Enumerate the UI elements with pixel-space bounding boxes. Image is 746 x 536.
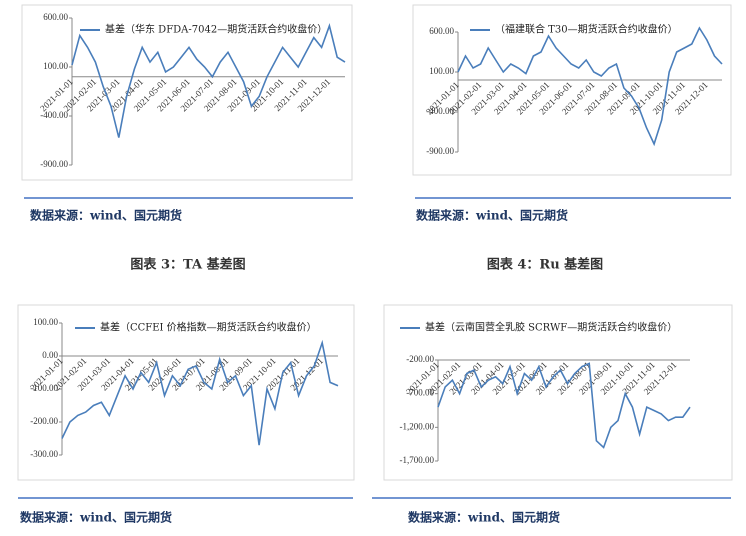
y-tick-label: -1,700.00	[400, 455, 435, 465]
series-line	[71, 23, 346, 138]
source: 数据来源：wind、国元期货	[20, 510, 172, 525]
y-tick-label: 0.00	[42, 350, 58, 360]
y-tick-label: 600.00	[43, 12, 68, 22]
chart-frame	[412, 4, 732, 176]
y-tick-label: -700.00	[406, 388, 434, 398]
legend-label: 基差（华东 DFDA-7042—期货活跃合约收盘价）	[105, 23, 327, 36]
y-tick-label: -300.00	[30, 449, 58, 459]
chart-frame	[383, 304, 733, 481]
y-tick-label: 600.00	[429, 26, 454, 36]
legend-label: （福建联合 T30—期货活跃合约收盘价）	[495, 23, 678, 36]
y-tick-label: -900.00	[426, 146, 454, 156]
source: 数据来源：wind、国元期货	[416, 208, 568, 223]
y-tick-label: 100.00	[33, 317, 58, 327]
figure-title: 图表 3：TA 基差图	[130, 257, 245, 273]
legend-label: 基差（CCFEI 价格指数—期货活跃合约收盘价）	[100, 321, 317, 334]
y-tick-label: -200.00	[30, 416, 58, 426]
series-line	[437, 362, 691, 449]
y-tick-label: 100.00	[43, 61, 68, 71]
source: 数据来源：wind、国元期货	[30, 208, 182, 223]
figure-title: 图表 4：Ru 基差图	[487, 257, 603, 273]
y-tick-label: -900.00	[40, 159, 68, 169]
y-tick-label: -200.00	[406, 354, 434, 364]
legend-label: 基差（云南国营全乳胶 SCRWF—期货活跃合约收盘价）	[425, 321, 677, 334]
y-tick-label: -1,200.00	[400, 421, 435, 431]
series-line	[457, 26, 723, 147]
series-line	[61, 339, 339, 446]
y-tick-label: 100.00	[429, 66, 454, 76]
chart-frame	[17, 304, 355, 481]
y-tick-label: -400.00	[426, 106, 454, 116]
y-tick-label: -100.00	[30, 383, 58, 393]
y-tick-label: -400.00	[40, 110, 68, 120]
source: 数据来源：wind、国元期货	[408, 510, 560, 525]
chart-frame	[21, 4, 353, 181]
